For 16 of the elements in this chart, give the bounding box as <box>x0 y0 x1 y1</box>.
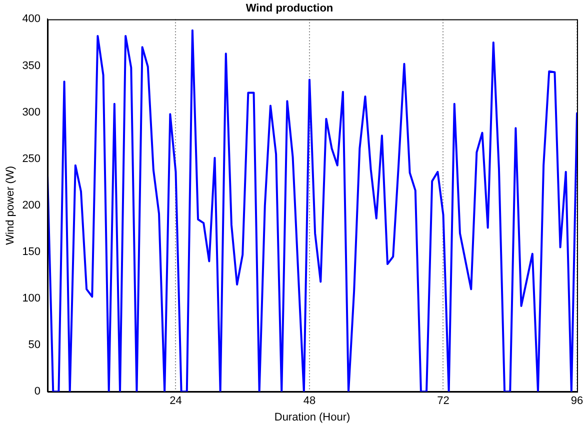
y-axis-title: Wind power (W) <box>4 166 17 245</box>
x-tick-label: 48 <box>303 395 316 408</box>
y-tick-label: 300 <box>22 106 41 118</box>
y-tick-label: 350 <box>22 60 41 72</box>
y-tick-label: 0 <box>34 386 41 398</box>
x-tick-label: 96 <box>570 395 584 408</box>
y-tick-label: 150 <box>22 246 41 258</box>
y-tick-label: 200 <box>22 199 41 212</box>
chart-title: Wind production <box>246 2 334 15</box>
y-tick-label: 400 <box>22 13 41 26</box>
y-tick-label: 250 <box>22 152 41 165</box>
y-tick-label: 100 <box>22 292 41 305</box>
x-tick-label: 24 <box>170 395 182 408</box>
x-axis-title: Duration (Hour) <box>274 411 350 424</box>
x-tick-label: 72 <box>437 395 450 408</box>
y-tick-label: 50 <box>28 339 41 352</box>
